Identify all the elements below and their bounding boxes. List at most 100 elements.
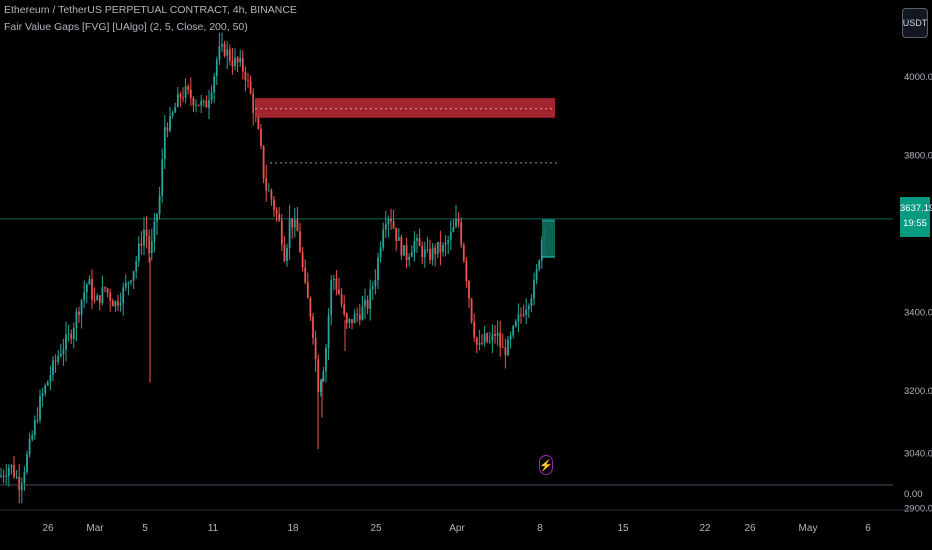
candle-body	[517, 314, 520, 322]
time-tick-label: 11	[208, 523, 219, 534]
candle-body	[7, 467, 10, 476]
candle-body	[343, 304, 346, 314]
candle-body	[200, 101, 203, 106]
candle-body	[130, 280, 132, 283]
candle-body	[137, 243, 140, 262]
candle-body	[449, 231, 452, 240]
candle-body	[83, 292, 86, 301]
candle-body	[88, 279, 91, 285]
candle-body	[522, 314, 525, 316]
candle-body	[78, 311, 80, 315]
candle-body	[319, 381, 322, 393]
time-tick-label: 8	[537, 523, 543, 534]
candle-body	[322, 371, 325, 382]
candle-body	[366, 299, 369, 309]
candle-body	[80, 300, 83, 315]
time-tick-label: 6	[865, 523, 871, 534]
candle-body	[312, 316, 314, 338]
candle-body	[122, 287, 125, 303]
price-tick-label: 2900.00	[904, 504, 932, 515]
candle-body	[507, 339, 509, 356]
candle-body	[392, 221, 395, 228]
candle-body	[299, 231, 301, 253]
candle-body	[275, 209, 278, 214]
candle-body	[499, 332, 502, 347]
candle-body	[247, 80, 249, 82]
candle-body	[2, 475, 5, 477]
candle-body	[210, 92, 213, 101]
candle-body	[408, 256, 411, 261]
candle-body	[538, 260, 541, 270]
candle-body	[314, 337, 317, 360]
time-axis[interactable]: 26 Mar 5 11 18 25 Apr 8 15 22 26 May 6	[0, 509, 932, 534]
indicator-title[interactable]: Fair Value Gaps [FVG] [UAlgo] (2, 5, Clo…	[4, 21, 248, 33]
lightning-icon[interactable]: ⚡	[539, 455, 553, 475]
time-tick-label: Apr	[449, 523, 465, 534]
time-tick-label: 5	[142, 523, 148, 534]
candle-body	[228, 49, 231, 61]
candle-body	[93, 299, 96, 301]
candle-body	[179, 94, 182, 98]
candle-body	[114, 301, 117, 307]
candle-body	[62, 349, 65, 354]
candle-body	[52, 360, 54, 376]
candle-body	[504, 347, 507, 356]
candle-body	[340, 293, 343, 305]
candle-body	[117, 301, 119, 306]
candle-body	[348, 319, 351, 323]
bullish-fvg-zone	[542, 218, 555, 257]
candle-body	[252, 93, 255, 113]
candle-body	[218, 46, 221, 60]
candle-body	[44, 385, 47, 394]
candle-body	[104, 287, 106, 289]
candle-body	[140, 243, 143, 246]
candle-body	[280, 220, 283, 245]
candle-body	[150, 241, 153, 254]
candle-body	[452, 226, 455, 232]
candle-body	[205, 100, 208, 108]
candle-body	[213, 76, 216, 93]
candle-body	[192, 98, 195, 106]
candle-body	[509, 335, 512, 340]
currency-button[interactable]: USDT	[902, 8, 928, 38]
candle-body	[501, 346, 504, 348]
candle-body	[345, 313, 348, 323]
candle-body	[278, 213, 281, 221]
candle-body	[153, 221, 156, 242]
candle-body	[31, 435, 34, 440]
candle-body	[488, 340, 491, 342]
candle-body	[85, 284, 88, 293]
candle-body	[475, 337, 478, 345]
time-tick-label: 18	[287, 523, 299, 534]
candle-body	[403, 245, 405, 256]
last-price-badge: 3637.19 19:55	[900, 197, 932, 237]
candle-body	[330, 279, 333, 316]
candle-body	[249, 80, 252, 94]
candle-body	[494, 334, 496, 336]
candle-body	[132, 271, 135, 281]
candle-body	[533, 280, 535, 299]
candle-body	[465, 260, 468, 282]
price-tick-label: 3040.00	[904, 449, 932, 460]
candle-body	[267, 190, 270, 192]
candle-body	[491, 334, 494, 341]
candle-body	[395, 227, 398, 241]
candle-body	[291, 218, 294, 228]
price-axis[interactable]: 4000.00 3800.00 3400.00 3200.00 3040.00 2900.…	[0, 72, 932, 515]
candle-body	[106, 288, 109, 293]
candle-body	[478, 343, 481, 345]
candle-body	[416, 238, 418, 241]
candle-body	[169, 115, 171, 131]
candle-body	[10, 465, 13, 468]
candle-body	[163, 127, 166, 160]
candle-body	[148, 236, 151, 254]
candle-body	[98, 295, 101, 304]
candle-body	[262, 145, 265, 179]
candle-body	[176, 94, 179, 108]
candle-body	[429, 249, 431, 261]
candle-body	[288, 218, 291, 248]
candle-body	[444, 242, 447, 246]
candle-body	[223, 43, 226, 56]
time-tick-label: 25	[370, 523, 382, 534]
